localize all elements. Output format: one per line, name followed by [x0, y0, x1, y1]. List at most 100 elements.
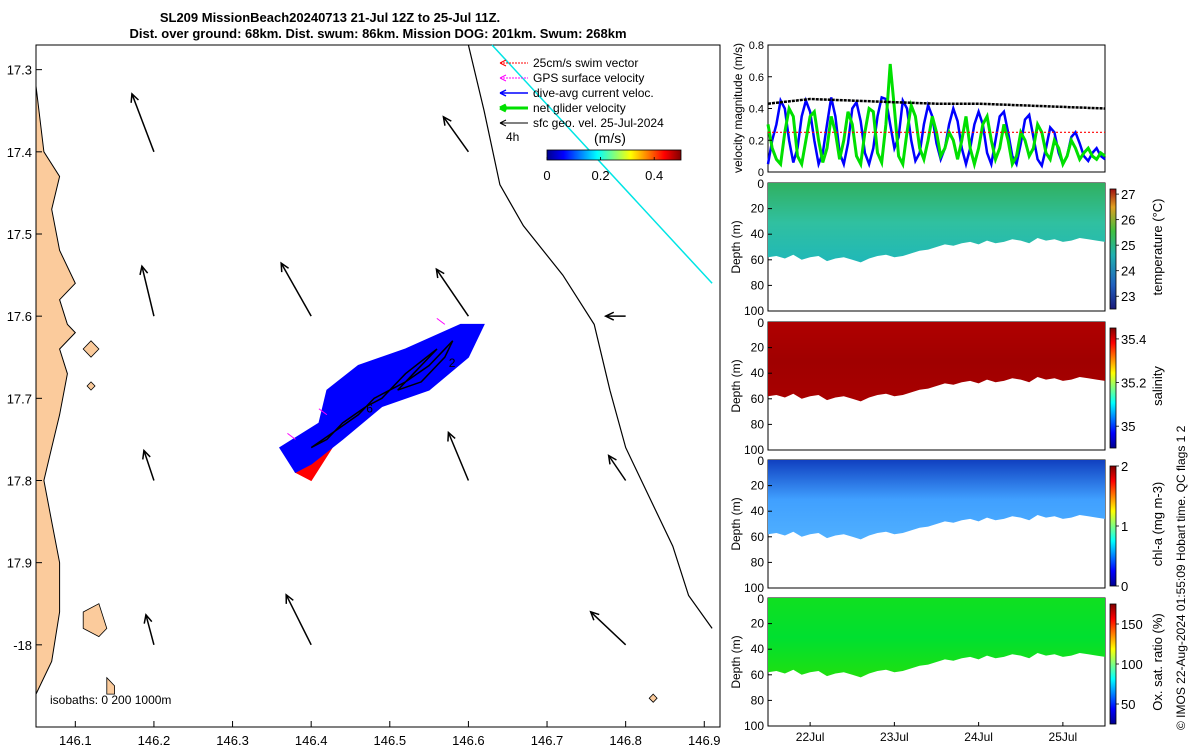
section-data-area — [768, 183, 1105, 263]
map-colorbar-tick-label: 0 — [543, 168, 550, 183]
section-x-tick-label: 22Jul — [796, 730, 825, 744]
section-colorbar — [1109, 603, 1117, 725]
velocity-y-tick-label: 0 — [758, 167, 764, 179]
section-x-tick-label: 23Jul — [880, 730, 909, 744]
island — [648, 693, 658, 703]
section-y-tick-label: 60 — [751, 253, 765, 267]
section-y-tick-label: 20 — [751, 202, 765, 216]
map-x-tick-label: 146.8 — [609, 733, 642, 748]
section-data-area — [768, 598, 1105, 678]
geo-velocity-arrow — [145, 614, 155, 646]
section-y-tick-label: 40 — [751, 366, 765, 380]
section-ylabel: Depth (m) — [729, 635, 743, 688]
section-y-tick-label: 40 — [751, 642, 765, 656]
geo-velocity-arrow — [280, 262, 312, 317]
section-colorbar-tick-label: 25 — [1121, 238, 1135, 253]
legend-current-label: dive-avg current veloc. — [533, 86, 654, 100]
section-y-zero-label: 0 — [757, 592, 764, 606]
section-colorbar-tick-label: 24 — [1121, 264, 1135, 279]
section-y-tick-label: 20 — [751, 341, 765, 355]
section-y-tick-label: 100 — [744, 719, 764, 733]
map-colorbar-ticks: 0 0.2 0.4 — [543, 157, 663, 183]
section-y-zero-label: 0 — [757, 177, 764, 191]
island — [82, 603, 108, 638]
section-y-tick-label: 40 — [751, 227, 765, 241]
section-colorbar-label: chl-a (mg m-3) — [1150, 482, 1165, 567]
time-step-label: 4h — [506, 130, 519, 144]
map-x-tick-label: 146.3 — [216, 733, 249, 748]
map-legend: 25cm/s swim vector GPS surface velocity … — [499, 56, 682, 183]
section-y-tick-label: 100 — [744, 304, 764, 318]
legend-swim-arrowhead — [499, 59, 507, 67]
map-y-tick-label: 17.3 — [7, 63, 32, 78]
island — [82, 340, 100, 358]
section-x-tick-label: 24Jul — [964, 730, 993, 744]
section-panel-salinity: 20 40 60 80 100 0 Depth (m) 35 35.2 35.4 salinity — [729, 316, 1165, 457]
map-x-ticks: 146.1 146.2 146.3 146.4 146.5 146.6 146.7 146.8… — [59, 721, 721, 748]
section-colorbar — [1109, 327, 1117, 449]
geo-velocity-arrow — [590, 611, 627, 646]
geo-velocity-arrowhead — [285, 593, 294, 604]
map-y-tick-label: -18 — [13, 638, 32, 653]
section-panel-temperature: 20 40 60 80 100 0 Depth (m) 23 24 25 26 27 temperatu… — [729, 177, 1165, 318]
map-x-tick-label: 146.6 — [452, 733, 485, 748]
credit-text: © IMOS 22-Aug-2024 01:55:09 Hobart time.… — [1174, 425, 1188, 730]
geo-velocity-arrow — [285, 594, 312, 646]
section-y-tick-label: 60 — [751, 530, 765, 544]
island — [106, 676, 115, 695]
section-panel-chl-a: 20 40 60 80 100 0 Depth (m) 0 1 2 chl-a (mg m-3) — [729, 454, 1165, 595]
section-colorbar — [1109, 188, 1117, 310]
geo-velocity-arrowhead — [130, 92, 139, 103]
velocity-ylabel: velocity magnitude (m/s) — [731, 43, 745, 173]
geo-velocity-arrow — [435, 268, 470, 317]
figure-title-line1: SL209 MissionBeach20240713 21-Jul 12Z to… — [160, 10, 500, 25]
geo-velocity-arrow — [141, 265, 155, 317]
velocity-y-tick-label: 0.6 — [749, 72, 764, 84]
glider-track — [310, 340, 454, 449]
map-colorbar-tick-label: 0.4 — [645, 168, 663, 183]
map-y-tick-label: 17.7 — [7, 391, 32, 406]
map-colorbar-label: (m/s) — [594, 130, 626, 146]
geo-velocity-arrowhead — [603, 311, 615, 321]
geo-velocity-arrow — [131, 93, 155, 153]
section-colorbar-tick-label: 27 — [1121, 187, 1135, 202]
section-ylabel: Depth (m) — [729, 497, 743, 550]
velocity-axes-box — [767, 44, 1106, 173]
section-y-zero-label: 0 — [757, 454, 764, 468]
geo-velocity-arrowhead — [280, 261, 289, 273]
section-y-tick-label: 60 — [751, 668, 765, 682]
section-colorbar-tick-label: 150 — [1121, 617, 1143, 632]
section-colorbar-tick-label: 0 — [1121, 579, 1128, 594]
section-colorbar-label: salinity — [1150, 366, 1165, 406]
section-y-tick-label: 100 — [744, 443, 764, 457]
track-day-label: 6 — [366, 401, 373, 415]
section-colorbar-tick-label: 26 — [1121, 213, 1135, 228]
map-x-tick-label: 146.2 — [138, 733, 171, 748]
velocity-y-tick-label: 0.4 — [749, 104, 764, 116]
geo-velocity-arrowhead — [589, 610, 600, 621]
figure-title-line2: Dist. over ground: 68km. Dist. swum: 86k… — [129, 26, 626, 41]
legend-swim-label: 25cm/s swim vector — [533, 56, 638, 70]
velocity-y-ticks: 0 0.2 0.4 0.6 0.8 — [749, 40, 772, 179]
legend-geo-arrowhead — [499, 119, 507, 127]
map-x-tick-label: 146.5 — [374, 733, 407, 748]
section-colorbar-label: temperature (°C) — [1150, 199, 1165, 296]
geo-velocity-arrowhead — [142, 448, 151, 460]
map-x-tick-label: 146.7 — [531, 733, 564, 748]
section-colorbar-tick-label: 23 — [1121, 289, 1135, 304]
geo-velocity-arrowhead — [447, 430, 456, 442]
legend-geo-label: sfc geo. vel. 25-Jul-2024 — [533, 116, 664, 130]
section-colorbar-label: Ox. sat. ratio (%) — [1150, 613, 1165, 711]
map-glider-layer: 26 — [279, 317, 485, 482]
section-data-area — [768, 322, 1105, 402]
map-y-tick-label: 17.8 — [7, 473, 32, 488]
velocity-y-tick-label: 0.2 — [749, 135, 764, 147]
map-x-tick-label: 146.9 — [688, 733, 721, 748]
section-y-tick-label: 80 — [751, 555, 765, 569]
section-y-tick-label: 80 — [751, 417, 765, 431]
velocity-series-line — [766, 95, 1106, 169]
mainland-coast — [35, 86, 76, 695]
section-colorbar-tick-label: 2 — [1121, 459, 1128, 474]
map-y-ticks: 17.3 17.4 17.5 17.6 17.7 17.8 17.9 -18 — [7, 63, 42, 653]
